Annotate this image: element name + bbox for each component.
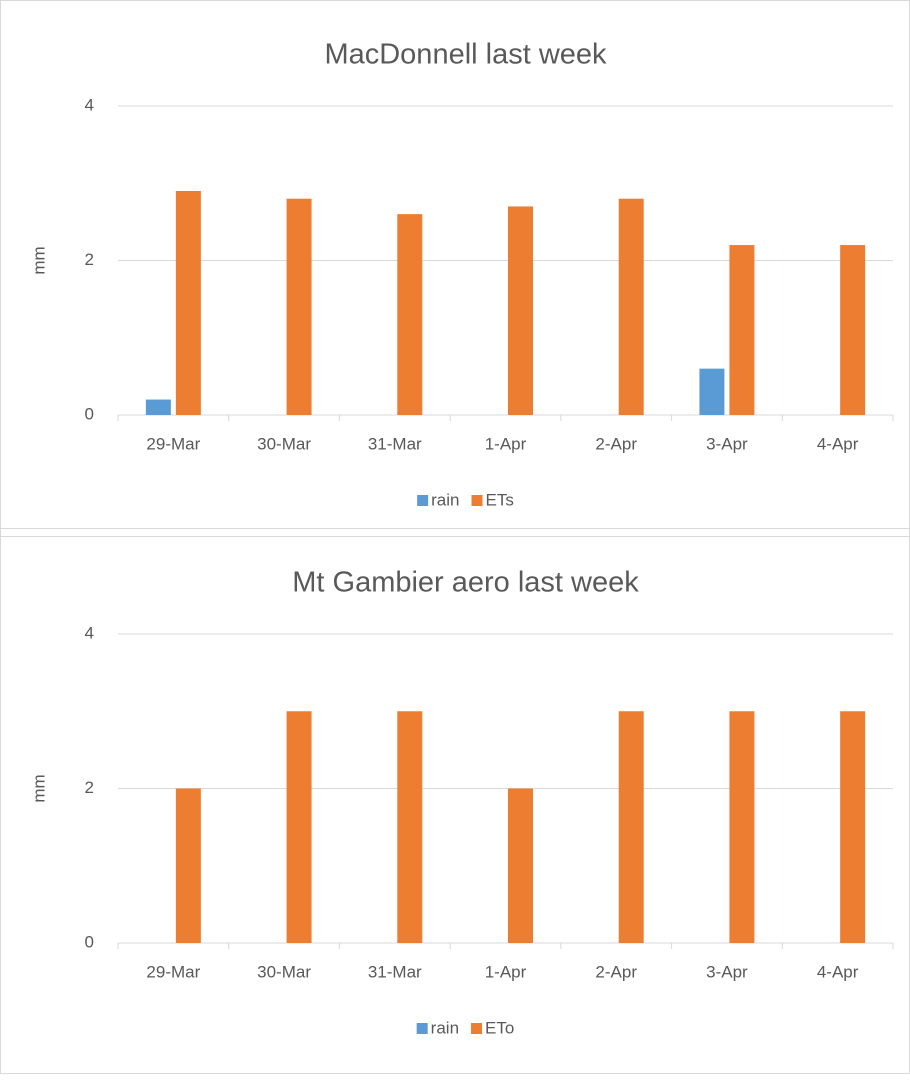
chart: Mt Gambier aero last week mm 0 2 4 29-Mar 30-M… bbox=[0, 528, 910, 1074]
x-tick-label: 29-Mar bbox=[146, 434, 200, 453]
y-tick-label: 0 bbox=[85, 404, 94, 423]
x-tick-label: 30-Mar bbox=[257, 962, 311, 981]
bar bbox=[175, 190, 201, 415]
bar bbox=[840, 711, 866, 943]
bar bbox=[397, 214, 423, 415]
y-tick-label: 4 bbox=[85, 95, 94, 114]
bar bbox=[286, 198, 312, 415]
y-axis-label: mm bbox=[29, 774, 48, 802]
bar bbox=[508, 206, 533, 415]
x-tick-label: 3-Apr bbox=[706, 434, 748, 453]
bar bbox=[175, 788, 201, 943]
y-tick-label: 2 bbox=[85, 778, 94, 797]
chart-frame bbox=[0, 528, 910, 1074]
y-tick-label: 2 bbox=[85, 250, 94, 269]
chart-title: Mt Gambier aero last week bbox=[292, 567, 639, 599]
bar bbox=[618, 198, 644, 415]
x-tick-label: 2-Apr bbox=[595, 962, 637, 981]
bar bbox=[699, 368, 725, 415]
bar bbox=[618, 711, 644, 943]
legend-swatch bbox=[471, 1023, 483, 1034]
legend-swatch bbox=[416, 1023, 428, 1034]
legend-label: rain bbox=[431, 490, 459, 509]
y-axis-label: mm bbox=[29, 246, 48, 274]
chart: MacDonnell last week mm 0 2 4 29-Mar 30-Mar 31-… bbox=[0, 0, 910, 537]
y-tick-label: 0 bbox=[85, 932, 94, 951]
x-tick-label: 30-Mar bbox=[257, 434, 311, 453]
x-tick-label: 1-Apr bbox=[485, 962, 527, 981]
bar bbox=[397, 711, 423, 943]
y-tick-label: 4 bbox=[85, 623, 94, 642]
x-tick-label: 1-Apr bbox=[485, 434, 527, 453]
bar bbox=[729, 245, 755, 415]
x-tick-label: 3-Apr bbox=[706, 962, 748, 981]
x-tick-label: 4-Apr bbox=[817, 962, 859, 981]
legend-label: ETo bbox=[485, 1018, 514, 1037]
x-tick-label: 4-Apr bbox=[817, 434, 859, 453]
x-tick-label: 31-Mar bbox=[368, 434, 422, 453]
legend-label: rain bbox=[431, 1018, 459, 1037]
chart-title: MacDonnell last week bbox=[324, 39, 607, 71]
bar bbox=[508, 788, 533, 943]
bar bbox=[840, 245, 866, 415]
bar bbox=[729, 711, 755, 943]
x-tick-label: 31-Mar bbox=[368, 962, 422, 981]
x-tick-label: 29-Mar bbox=[146, 962, 200, 981]
legend: rain ETs bbox=[417, 490, 514, 509]
x-tick-label: 2-Apr bbox=[595, 434, 637, 453]
legend-swatch bbox=[471, 495, 483, 506]
legend: rain ETo bbox=[416, 1018, 514, 1037]
bar bbox=[286, 711, 312, 943]
bar bbox=[145, 399, 171, 415]
legend-swatch bbox=[417, 495, 429, 506]
chart-frame bbox=[0, 0, 910, 537]
legend-label: ETs bbox=[486, 490, 514, 509]
